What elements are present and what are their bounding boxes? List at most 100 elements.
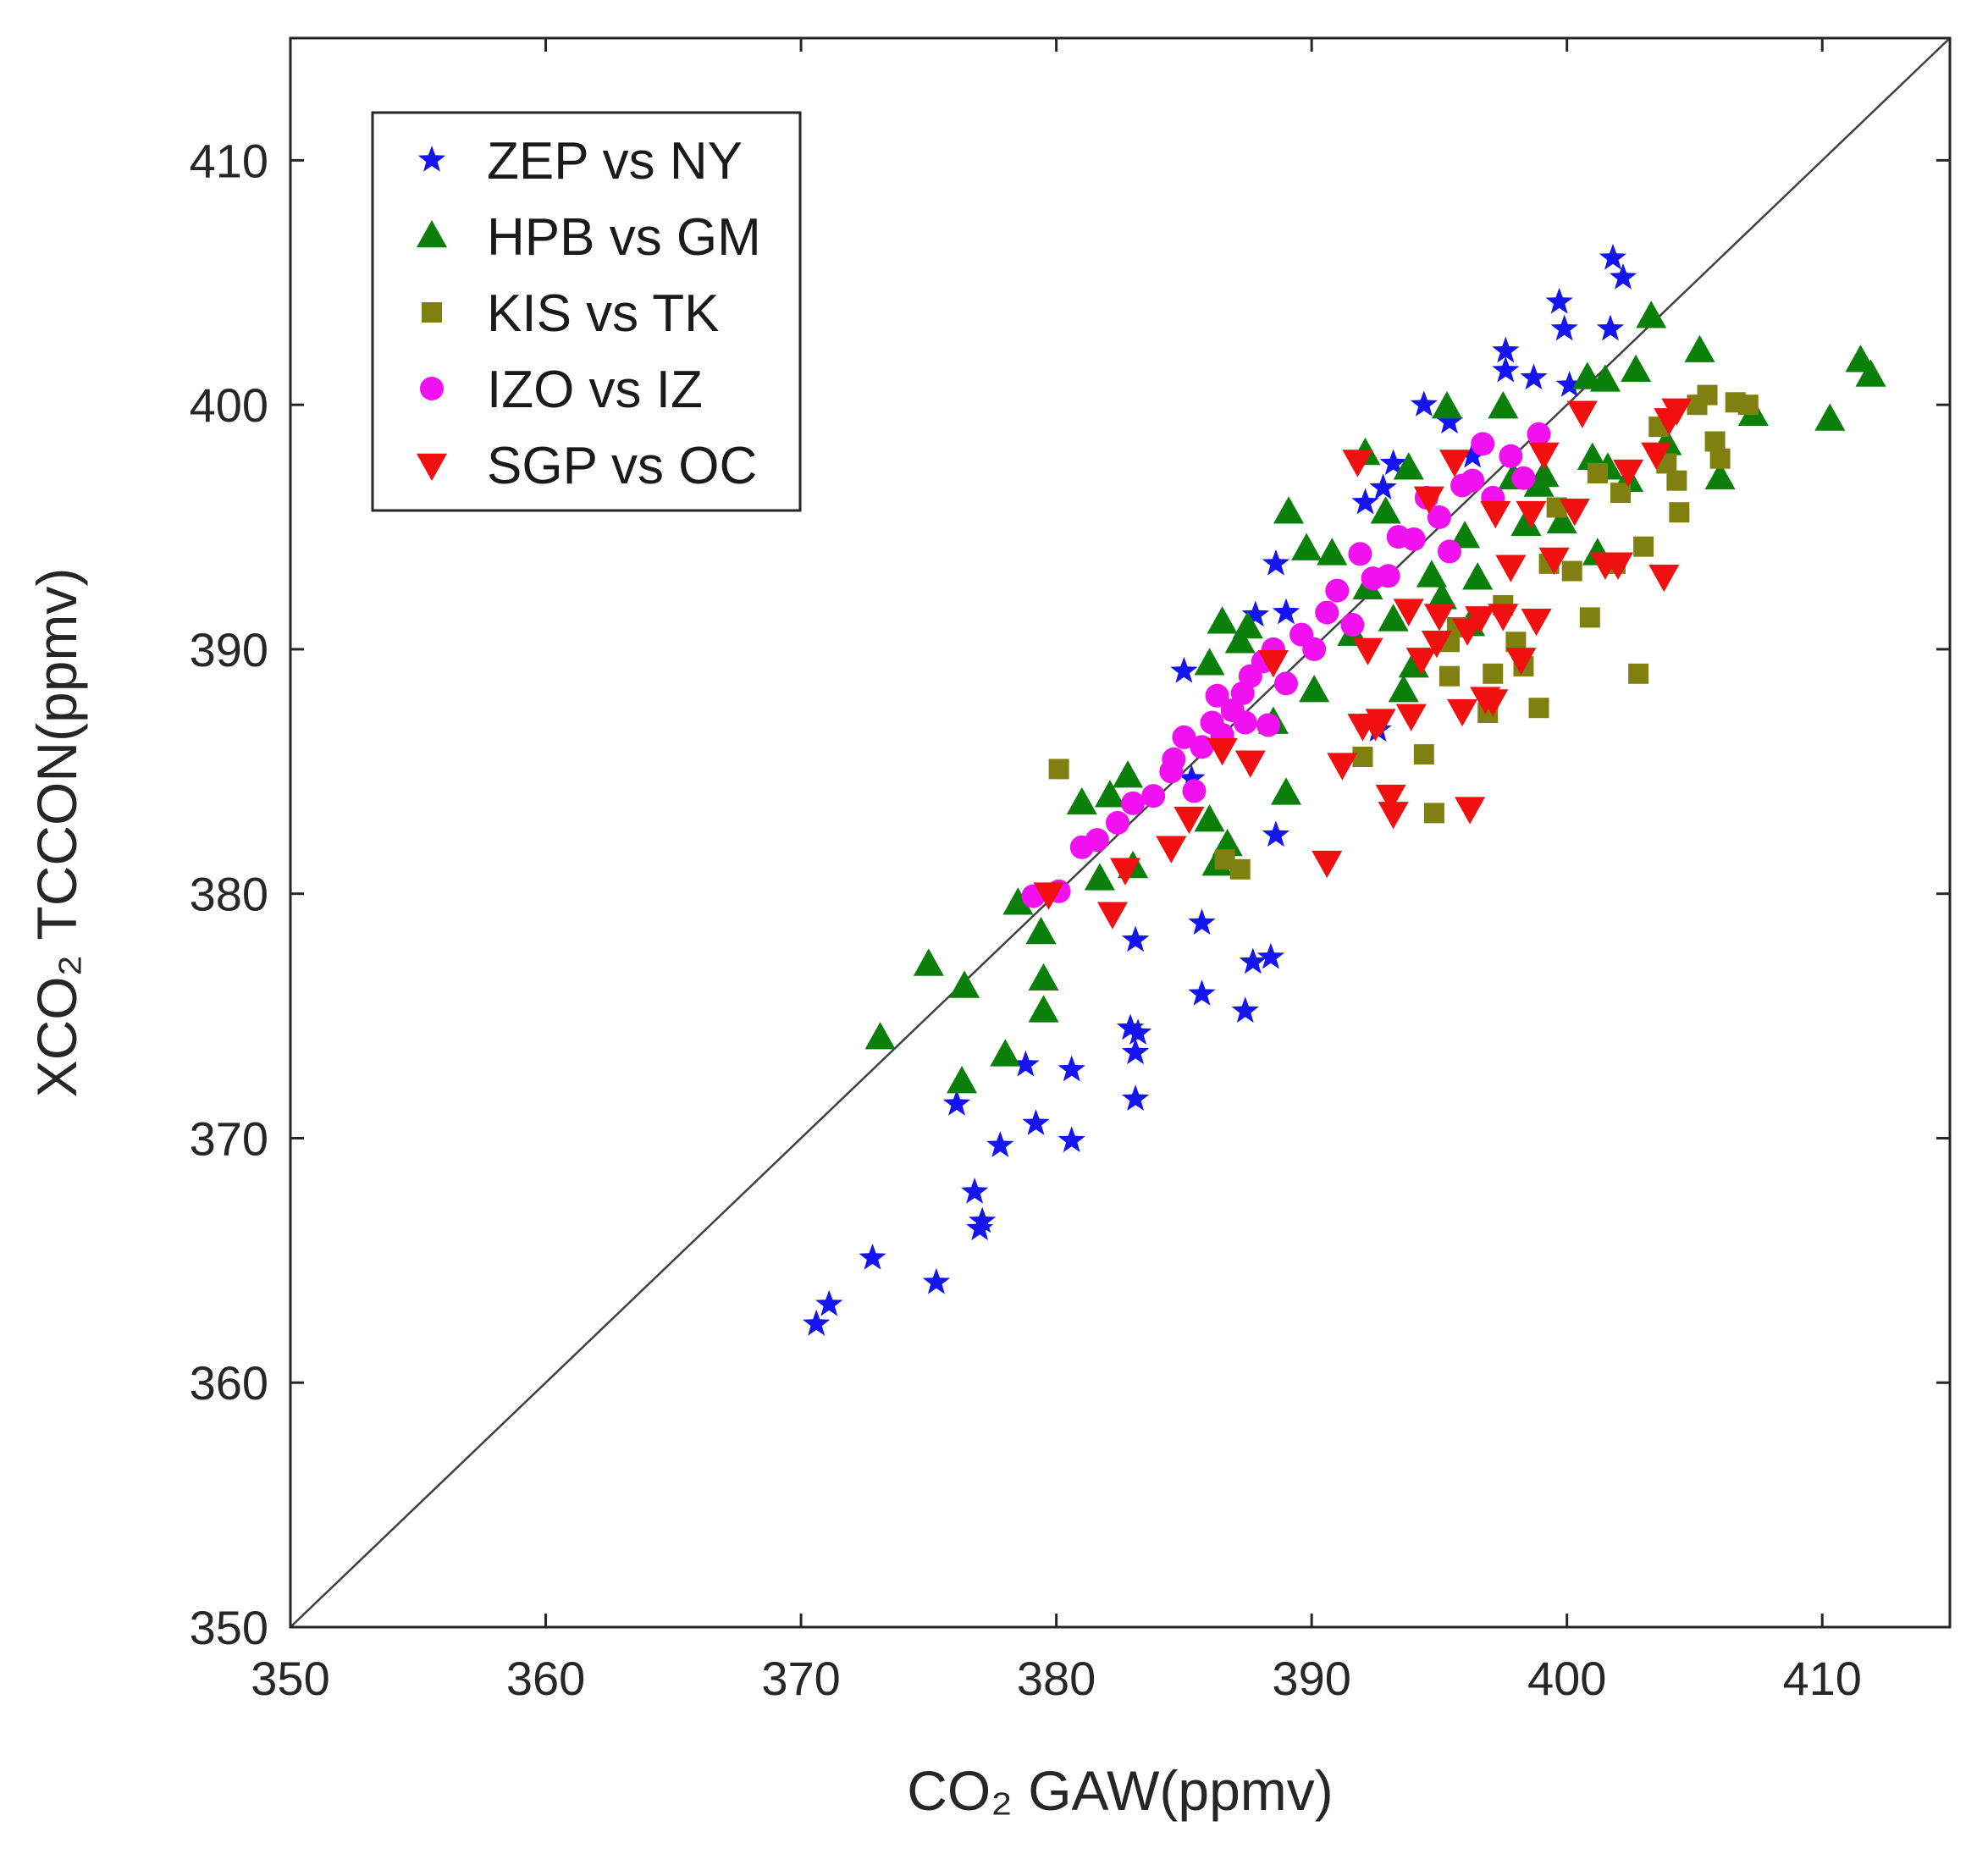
data-point (1528, 698, 1549, 719)
data-point (1351, 488, 1379, 515)
data-point (1426, 582, 1457, 610)
data-point (1471, 432, 1495, 456)
data-point (1028, 963, 1059, 991)
data-point (1325, 578, 1350, 603)
series-izo-vs-iz (1021, 422, 1551, 908)
data-point (1393, 599, 1424, 626)
data-point (922, 1267, 951, 1294)
data-point (1621, 354, 1652, 383)
data-point (1546, 505, 1577, 534)
data-point (1495, 555, 1527, 582)
data-point (1365, 709, 1396, 737)
data-point (1636, 301, 1667, 328)
data-point (1510, 508, 1542, 536)
x-tick-label: 410 (1783, 1652, 1862, 1705)
data-point (1234, 750, 1266, 778)
data-point (1188, 908, 1216, 935)
data-point (1274, 671, 1298, 696)
data-point (1511, 466, 1536, 490)
data-point (1520, 363, 1548, 390)
x-tick-label: 360 (506, 1652, 585, 1705)
legend-label: SGP vs OC (487, 437, 757, 495)
series-sgp-vs-oc (1033, 398, 1693, 930)
data-point (1492, 356, 1520, 383)
data-point (1084, 863, 1115, 891)
data-point (1232, 610, 1263, 639)
series-zep-vs-ny (803, 243, 1637, 1336)
data-point (1096, 902, 1129, 930)
data-point (1483, 663, 1504, 684)
data-point (990, 1039, 1021, 1067)
data-point (1121, 1038, 1150, 1065)
data-point (1207, 606, 1238, 634)
data-point (1709, 448, 1731, 469)
data-point (1413, 744, 1434, 765)
y-tick-label: 380 (190, 868, 268, 921)
data-point (1488, 604, 1519, 632)
data-point (1194, 648, 1225, 676)
data-point (1156, 836, 1187, 864)
data-point (1182, 779, 1207, 803)
y-tick-label: 370 (190, 1112, 268, 1165)
data-point (1094, 780, 1125, 808)
data-point (1587, 463, 1608, 484)
plot-area (290, 37, 1951, 1628)
data-point (859, 1244, 886, 1270)
data-point (1257, 650, 1289, 678)
data-point (1416, 560, 1447, 588)
x-tick-label: 370 (761, 1652, 840, 1705)
data-point (1352, 637, 1383, 665)
data-point (949, 970, 980, 998)
data-point (1212, 828, 1243, 857)
data-point (1669, 502, 1690, 523)
data-point (942, 1090, 971, 1116)
data-point (1370, 496, 1401, 524)
data-point (1058, 1055, 1085, 1082)
y-tick-label: 400 (190, 378, 268, 432)
data-point (1109, 858, 1141, 886)
data-point (1577, 442, 1608, 470)
data-point (1162, 747, 1186, 771)
data-point (1602, 552, 1634, 580)
data-point (1121, 791, 1146, 815)
data-point (1538, 547, 1570, 576)
data-point (1505, 648, 1537, 676)
data-point (1348, 542, 1372, 566)
data-point (864, 1022, 896, 1050)
data-point (1465, 606, 1496, 634)
data-point (1190, 735, 1214, 759)
data-point (1048, 759, 1069, 780)
data-point (1262, 549, 1290, 576)
data-point (1121, 1084, 1150, 1111)
data-point (1499, 444, 1523, 468)
data-point (1521, 608, 1552, 637)
data-point (1241, 600, 1269, 627)
data-point (1105, 810, 1129, 835)
axes-box (289, 36, 1952, 1629)
data-point (1291, 532, 1323, 560)
data-point (1173, 806, 1205, 835)
data-point (1435, 407, 1464, 434)
data-point (1178, 764, 1206, 791)
data-point (1596, 314, 1625, 341)
data-point (1423, 604, 1455, 632)
data-point (1477, 689, 1509, 717)
data-point (1648, 564, 1680, 593)
data-point (1233, 710, 1257, 735)
data-point (1340, 613, 1365, 637)
data-point (1299, 675, 1330, 703)
data-point (1376, 564, 1400, 588)
data-point (1395, 704, 1427, 731)
data-point (1369, 473, 1397, 500)
data-point (1231, 996, 1259, 1024)
legend-marker (420, 377, 444, 400)
data-point (1116, 1013, 1145, 1040)
data-point (1855, 359, 1886, 387)
data-point (1427, 505, 1451, 529)
data-point (1661, 398, 1693, 426)
data-point (1589, 364, 1621, 392)
legend-label: HPB vs GM (487, 208, 761, 267)
data-point (1610, 483, 1632, 504)
data-point (1239, 947, 1267, 974)
